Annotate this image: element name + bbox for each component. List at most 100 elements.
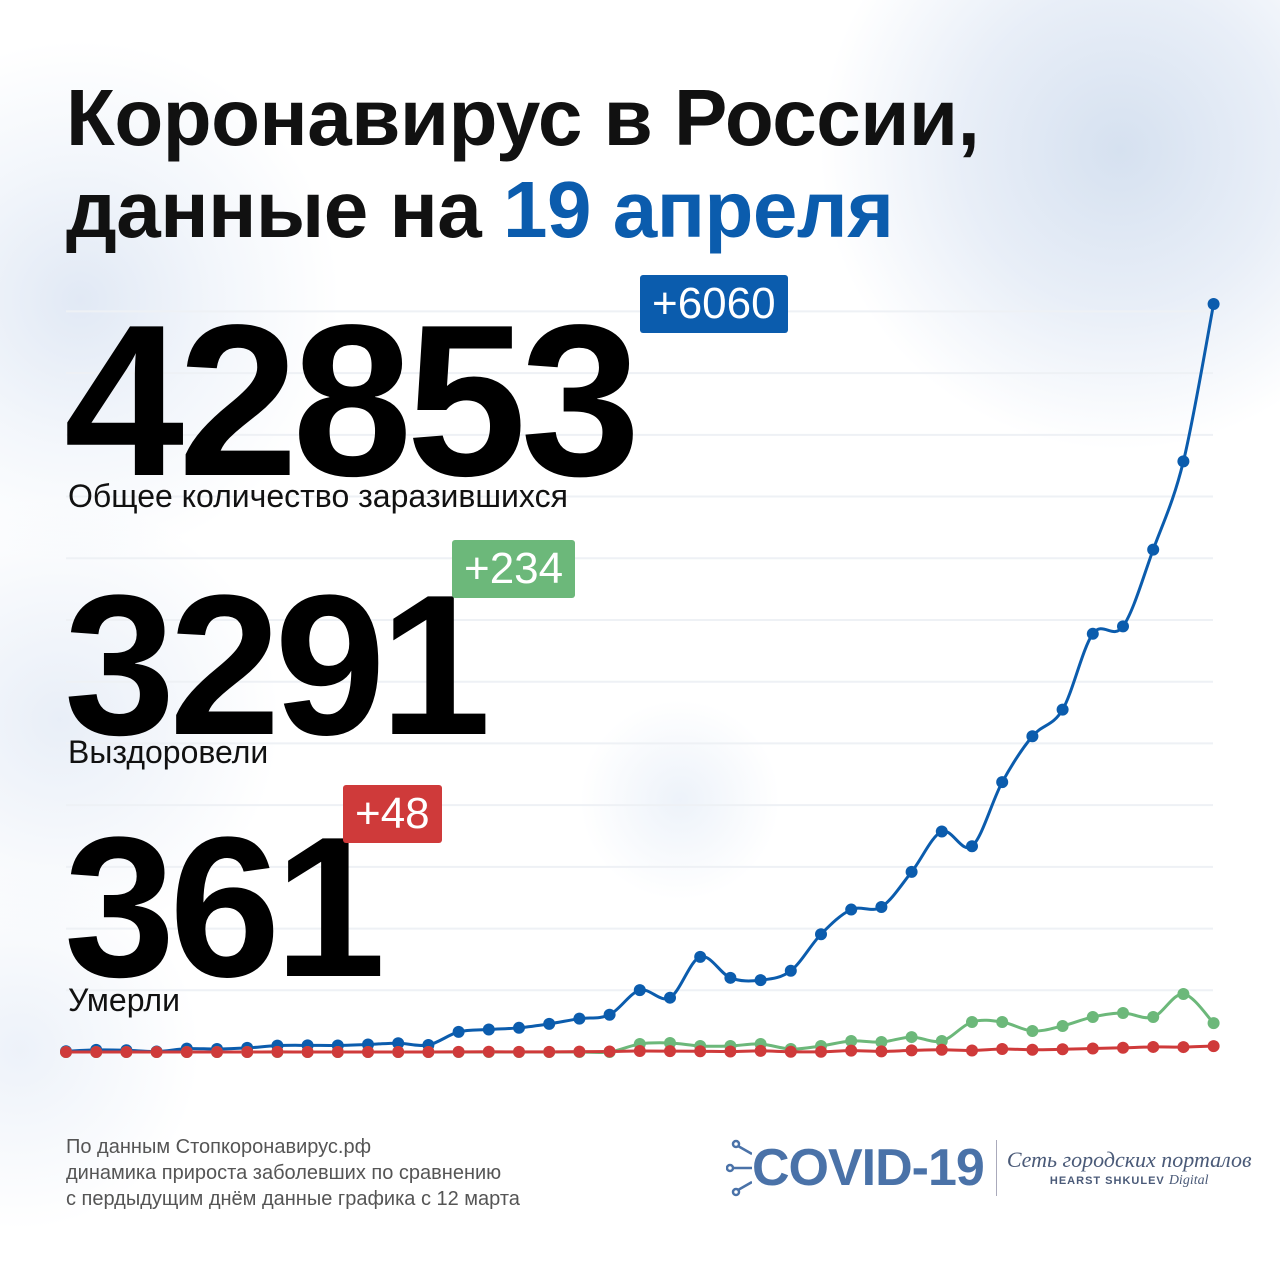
recovered-label: Выздоровели xyxy=(68,734,269,770)
data-point-series-2 xyxy=(482,1045,495,1058)
data-point-series-1 xyxy=(1117,1006,1129,1019)
recovered-delta-badge: +234 xyxy=(452,540,576,598)
data-point-series-2 xyxy=(1207,1040,1220,1053)
data-point-series-2 xyxy=(754,1044,767,1057)
data-point-series-0 xyxy=(996,776,1009,789)
covid-19-logo-text: COVID-19 xyxy=(752,1139,985,1197)
title-line-2: данные на 19 апреля xyxy=(66,164,979,256)
data-point-series-2 xyxy=(60,1046,72,1058)
data-point-series-0 xyxy=(935,825,948,838)
data-point-series-1 xyxy=(875,1036,888,1049)
data-point-series-2 xyxy=(966,1044,978,1057)
data-point-series-0 xyxy=(1026,730,1039,743)
data-point-series-2 xyxy=(241,1046,254,1058)
data-point-series-2 xyxy=(935,1043,948,1056)
data-point-series-0 xyxy=(513,1021,525,1034)
publisher-brand: Сеть городских порталов HEARST SHKULEV D… xyxy=(1007,1147,1252,1189)
data-point-series-1 xyxy=(1026,1025,1039,1038)
data-point-series-0 xyxy=(1177,455,1190,468)
data-point-series-2 xyxy=(996,1043,1009,1056)
data-point-series-0 xyxy=(633,984,646,997)
footer-line: динамика прироста заболевших по сравнени… xyxy=(66,1162,502,1184)
data-point-series-1 xyxy=(966,1016,978,1029)
data-point-series-2 xyxy=(120,1046,133,1058)
series-line-0 xyxy=(65,303,1216,1054)
data-point-series-2 xyxy=(513,1045,525,1058)
brand-sub-suffix: Digital xyxy=(1168,1173,1209,1188)
data-point-series-2 xyxy=(1147,1040,1160,1053)
data-point-series-2 xyxy=(905,1044,918,1057)
data-point-series-2 xyxy=(724,1045,737,1058)
data-point-series-2 xyxy=(603,1045,616,1058)
data-point-series-0 xyxy=(392,1037,405,1050)
data-point-series-2 xyxy=(845,1044,858,1057)
virus-icon xyxy=(726,1139,752,1197)
data-point-series-0 xyxy=(1117,620,1129,633)
data-point-series-0 xyxy=(905,865,918,878)
brand-sub: HEARST SHKULEV Digital xyxy=(1050,1173,1209,1189)
footer-line: По данным Стопкоронавирус.рф xyxy=(66,1136,372,1158)
data-point-series-1 xyxy=(905,1031,918,1044)
data-point-series-2 xyxy=(694,1045,707,1058)
data-point-series-0 xyxy=(603,1008,616,1021)
data-point-series-1 xyxy=(935,1035,948,1048)
data-point-series-0 xyxy=(1147,543,1160,556)
data-point-series-1 xyxy=(1147,1010,1160,1023)
infected-delta-badge: +6060 xyxy=(640,275,788,333)
data-point-series-0 xyxy=(845,903,858,916)
title-line-1: Коронавирус в России, xyxy=(66,73,980,162)
data-point-series-2 xyxy=(331,1046,344,1058)
infected-label: Общее количество заразившихся xyxy=(68,478,568,514)
data-point-series-0 xyxy=(1056,703,1069,716)
infected-total: 42853 xyxy=(64,279,641,521)
data-point-series-2 xyxy=(180,1046,193,1058)
data-point-series-2 xyxy=(362,1046,374,1058)
data-point-series-1 xyxy=(1177,987,1190,1000)
recovered-total: 3291 xyxy=(64,554,491,777)
data-point-series-2 xyxy=(211,1046,223,1058)
data-point-series-0 xyxy=(543,1017,556,1030)
data-point-series-1 xyxy=(845,1035,858,1048)
brand-sub-main: HEARST SHKULEV xyxy=(1049,1175,1165,1187)
data-point-series-2 xyxy=(392,1046,405,1058)
footer-logo: COVID-19 Сеть городских порталов HEARST … xyxy=(726,1138,1252,1198)
data-point-series-2 xyxy=(1086,1042,1099,1055)
data-point-series-0 xyxy=(664,991,676,1004)
data-point-series-0 xyxy=(573,1012,586,1025)
data-point-series-0 xyxy=(784,964,797,977)
data-point-series-2 xyxy=(664,1045,676,1058)
deaths-total: 361 xyxy=(64,796,386,1019)
footer-line: с пердыдущим днём данные графика с 12 ма… xyxy=(66,1188,520,1210)
data-point-series-2 xyxy=(815,1045,827,1058)
data-point-series-0 xyxy=(452,1025,465,1038)
data-point-series-1 xyxy=(996,1016,1009,1029)
data-point-series-0 xyxy=(482,1023,495,1036)
data-point-series-2 xyxy=(1026,1043,1039,1056)
data-point-series-0 xyxy=(694,950,707,963)
data-point-series-2 xyxy=(784,1045,797,1058)
data-point-series-0 xyxy=(1207,298,1220,310)
data-point-series-1 xyxy=(1207,1017,1220,1030)
data-point-series-2 xyxy=(422,1046,435,1058)
brand-name: Сеть городских порталов xyxy=(1006,1147,1252,1172)
data-point-series-2 xyxy=(633,1045,646,1058)
data-point-series-2 xyxy=(271,1045,284,1058)
data-point-series-2 xyxy=(1056,1043,1069,1056)
data-point-series-0 xyxy=(966,840,978,853)
data-point-series-2 xyxy=(301,1046,314,1058)
deaths-delta-badge: +48 xyxy=(343,785,442,843)
data-point-series-1 xyxy=(1086,1010,1099,1023)
data-point-series-2 xyxy=(90,1046,103,1058)
data-point-series-2 xyxy=(543,1045,556,1058)
deaths-label: Умерли xyxy=(68,982,180,1018)
title-prefix: данные на xyxy=(66,165,503,254)
data-point-series-0 xyxy=(875,900,888,913)
title-date: 19 апреля xyxy=(503,165,894,254)
data-point-series-2 xyxy=(452,1045,465,1058)
data-point-series-2 xyxy=(150,1046,163,1058)
page-title: Коронавирус в России, данные на 19 апрел… xyxy=(66,72,980,256)
data-point-series-2 xyxy=(573,1045,586,1058)
data-point-series-2 xyxy=(875,1045,888,1058)
data-point-series-2 xyxy=(1117,1041,1129,1054)
